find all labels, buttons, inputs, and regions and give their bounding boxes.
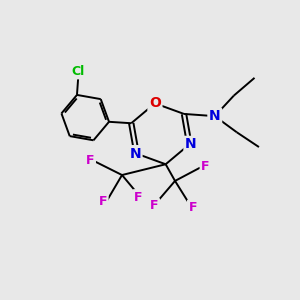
Text: N: N — [129, 147, 141, 161]
Text: Cl: Cl — [72, 65, 85, 78]
Text: F: F — [201, 160, 210, 173]
Text: F: F — [134, 190, 142, 204]
Text: O: O — [149, 96, 161, 110]
Text: N: N — [209, 109, 220, 123]
Text: F: F — [99, 195, 107, 208]
Text: N: N — [185, 137, 196, 152]
Text: F: F — [86, 154, 94, 167]
Text: F: F — [188, 201, 197, 214]
Text: F: F — [150, 200, 159, 212]
